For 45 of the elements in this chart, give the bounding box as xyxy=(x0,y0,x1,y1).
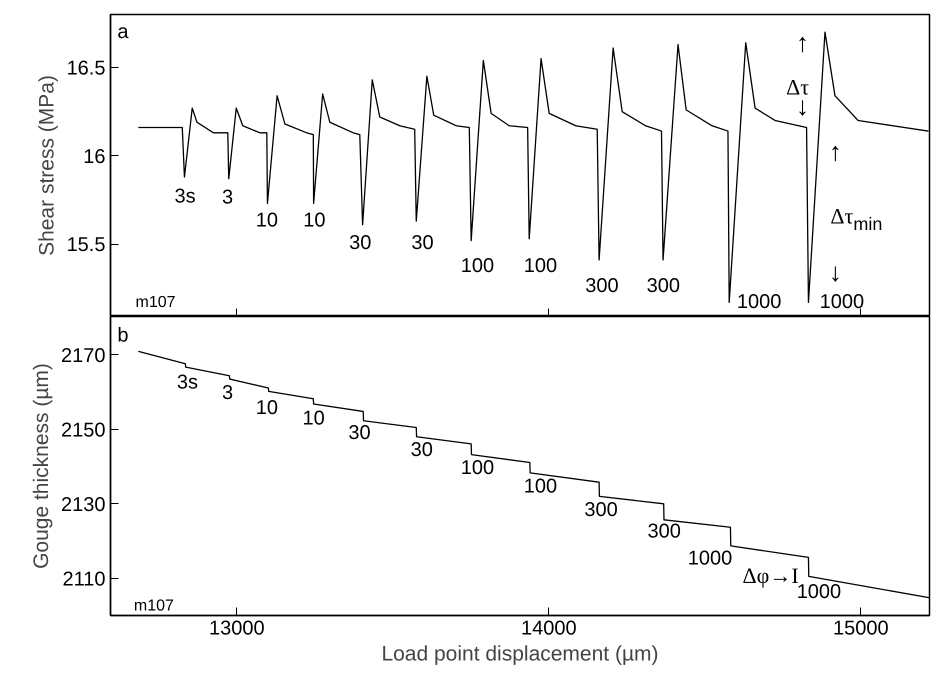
annotation: 100 xyxy=(460,457,494,480)
annotation: a xyxy=(117,21,130,44)
annotation: 10 xyxy=(303,209,326,232)
annotation: 3s xyxy=(174,185,196,208)
annotation: 3 xyxy=(222,382,234,404)
x-tick-label: 15000 xyxy=(833,618,889,640)
annotation: 30 xyxy=(411,232,434,254)
annotation: 30 xyxy=(410,438,433,461)
annotation: 10 xyxy=(302,407,325,430)
annotation: ↑ xyxy=(828,138,842,167)
annotation: 3s xyxy=(176,371,198,394)
y-axis-title: Gouge thickness (µm) xyxy=(30,363,54,569)
annotation: 300 xyxy=(647,520,681,543)
annotation: 1000 xyxy=(736,290,782,313)
annotation: 100 xyxy=(524,475,558,498)
x-axis-title: Load point displacement (µm) xyxy=(381,642,659,666)
annotation: 3 xyxy=(222,186,234,208)
annotation: ↓ xyxy=(828,258,842,287)
annotation: ↑ xyxy=(796,28,810,58)
y-tick-label: 2150 xyxy=(61,419,106,442)
x-tick-label: 13000 xyxy=(209,618,265,640)
annotation: 1000 xyxy=(688,547,732,570)
y-tick-label: 16.5 xyxy=(66,57,106,80)
annotation: 30 xyxy=(348,422,371,444)
annotation: 300 xyxy=(584,499,618,522)
annotation: 1000 xyxy=(820,290,864,313)
annotation: b xyxy=(117,324,129,346)
x-tick-label: 14000 xyxy=(521,618,577,640)
annotation: m107 xyxy=(134,597,174,614)
annotation: 300 xyxy=(646,274,680,297)
y-tick-label: 2170 xyxy=(61,344,106,367)
y-tick-label: 2130 xyxy=(61,494,106,516)
y-tick-label: 15.5 xyxy=(66,234,106,256)
annotation: 1000 xyxy=(796,580,842,603)
y-tick-label: 16 xyxy=(83,146,106,168)
annotation: m107 xyxy=(136,294,176,311)
annotation: 100 xyxy=(460,255,494,278)
annotation: Δφ→I xyxy=(742,563,799,588)
annotation: 10 xyxy=(256,209,278,232)
annotation: 100 xyxy=(524,255,558,278)
y-axis-title: Shear stress (MPa) xyxy=(36,75,59,256)
annotation: 30 xyxy=(349,232,372,254)
y-tick-label: 2110 xyxy=(62,568,106,590)
annotation: 10 xyxy=(256,397,278,420)
annotation: 300 xyxy=(585,274,619,297)
